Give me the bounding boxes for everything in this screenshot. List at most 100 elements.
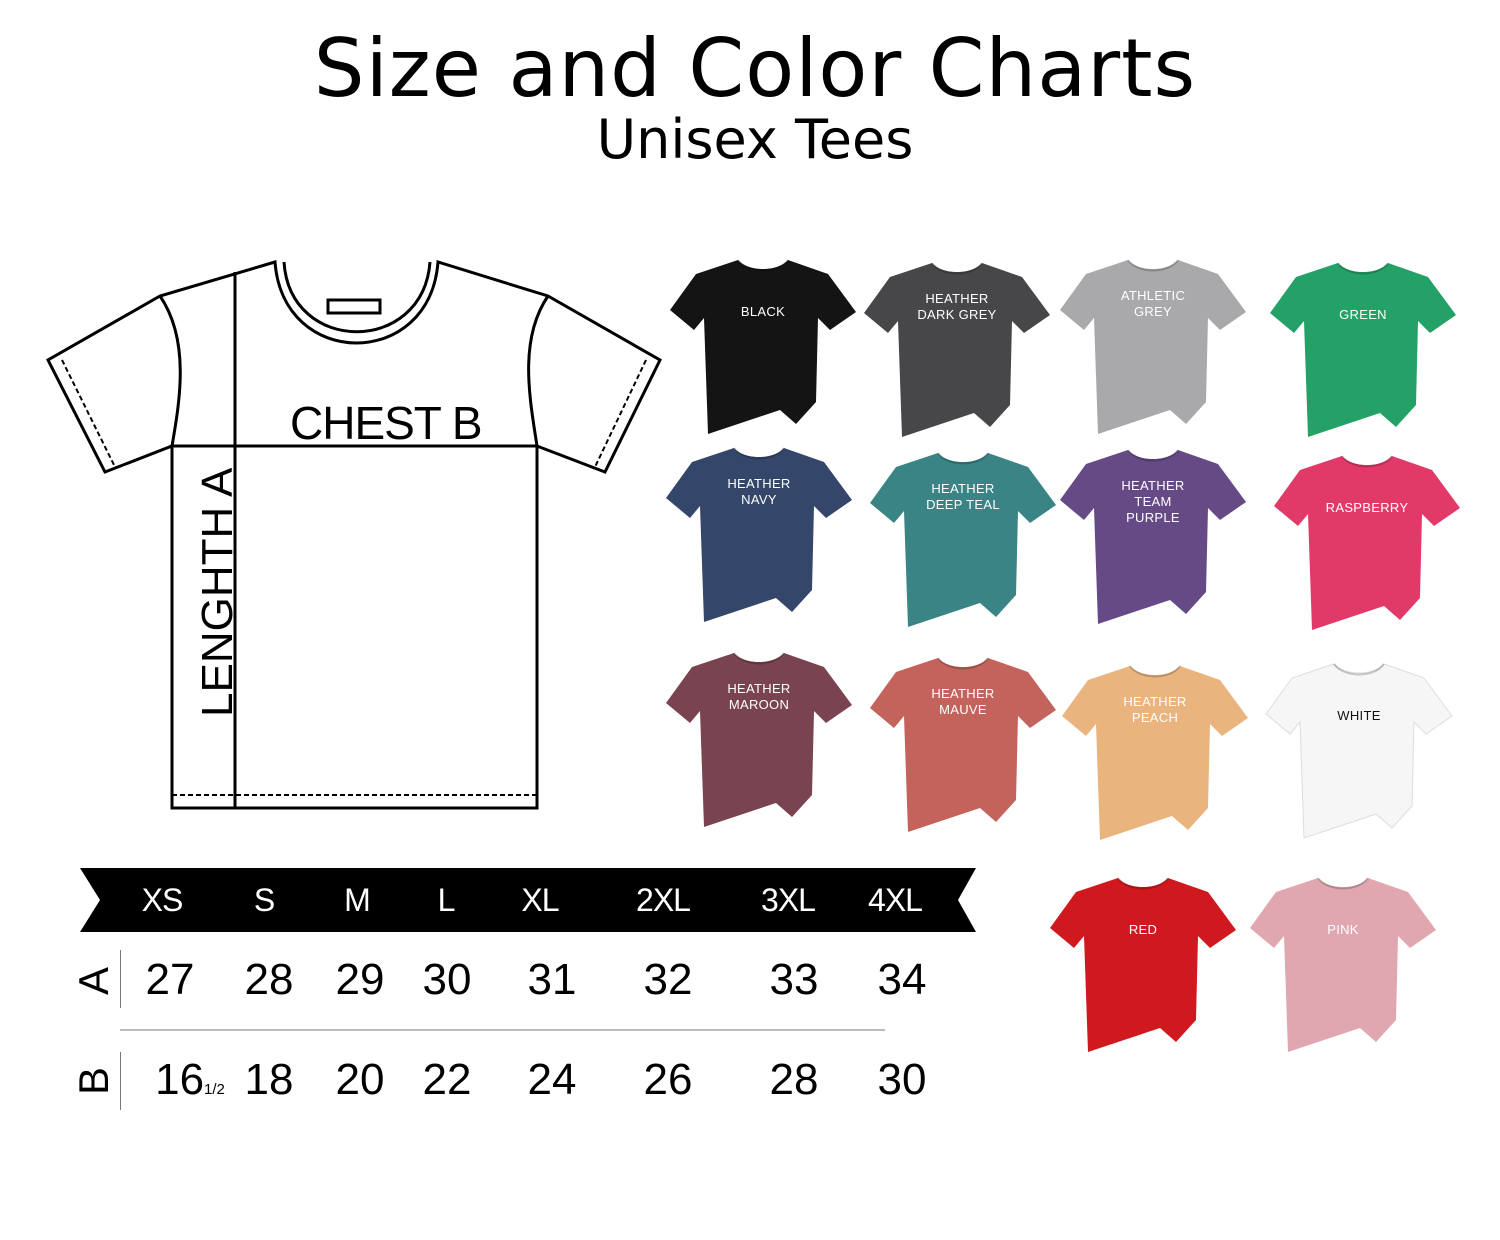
color-swatch-black: BLACK [668,252,858,442]
measurement-value: 33 [770,955,819,1005]
measurement-number: 32 [643,955,693,1004]
color-name-line: NAVY [741,492,777,507]
size-header-m: M [344,882,371,918]
measurement-number: 30 [877,1055,927,1104]
measurement-value: 161/2 [155,1055,225,1105]
color-swatch-white: WHITE [1264,656,1454,846]
color-name: ATHLETIC GREY [1058,288,1248,320]
tshirt-icon [1060,259,1246,434]
color-swatch-athletic-grey: ATHLETIC GREY [1058,252,1248,442]
color-name-line: HEATHER [931,686,995,701]
color-name-line: HEATHER [925,291,989,306]
measurement-number: 31 [527,955,577,1004]
chest-label: CHEST B [290,397,483,449]
size-header-s: S [253,882,275,918]
row-divider [120,1029,885,1031]
tshirt-icon [1062,665,1248,840]
color-swatch-red: RED [1048,870,1238,1060]
color-swatch-raspberry: RASPBERRY [1272,448,1462,638]
size-header-4xl: 4XL [868,882,923,918]
tshirt-icon [666,447,852,622]
measurement-value: 30 [423,955,472,1005]
color-name-line: ATHLETIC [1120,288,1186,303]
tshirt-icon [1250,877,1436,1052]
tshirt-icon [1050,877,1236,1052]
color-name: HEATHER DARK GREY [862,291,1052,323]
color-name: HEATHER MAUVE [868,686,1058,718]
color-swatch-heather-dark-grey: HEATHER DARK GREY [862,255,1052,445]
color-name-line: HEATHER [1121,478,1185,493]
color-name-line: HEATHER [1123,694,1187,709]
color-name: PINK [1248,922,1438,938]
measurement-fraction: 1/2 [204,1081,225,1098]
measurement-number: 34 [877,955,927,1004]
tshirt-measurement-diagram [46,260,662,810]
row-b-divider [120,1052,121,1110]
color-name: BLACK [668,304,858,320]
measurement-number: 28 [769,1055,819,1104]
size-header-l: L [437,882,456,918]
measurement-number: 20 [335,1055,385,1104]
color-swatch-pink: PINK [1248,870,1438,1060]
row-a-divider [120,950,121,1008]
measurement-value: 30 [878,1055,927,1105]
color-swatch-heather-deep-teal: HEATHER DEEP TEAL [868,445,1058,635]
color-swatch-heather-team-purple: HEATHER TEAM PURPLE [1058,442,1248,632]
color-swatch-heather-navy: HEATHER NAVY [664,440,854,630]
color-name-line: PINK [1327,922,1359,937]
color-name: HEATHER TEAM PURPLE [1058,478,1248,526]
color-name-line: RED [1128,922,1158,937]
page-subtitle: Unisex Tees [596,108,914,171]
size-header-xs: XS [141,882,184,918]
color-name-line: GREY [1133,304,1173,319]
measurement-number: 22 [422,1055,472,1104]
size-header-xl: XL [521,882,559,918]
tshirt-icon [870,657,1056,832]
tshirt-icon [670,259,856,434]
color-swatch-heather-maroon: HEATHER MAROON [664,645,854,835]
color-name: RASPBERRY [1272,500,1462,516]
measurement-value: 28 [245,955,294,1005]
tshirt-icon [1274,455,1460,630]
measurement-value: 20 [336,1055,385,1105]
color-name-line: WHITE [1337,708,1381,723]
color-name-line: DARK GREY [917,307,997,322]
measurement-number: 29 [335,955,385,1004]
tshirt-icon [666,652,852,827]
measurement-value: 28 [770,1055,819,1105]
measurement-value: 32 [644,955,693,1005]
color-name-line: MAUVE [939,702,987,717]
color-swatch-heather-peach: HEATHER PEACH [1060,658,1250,848]
color-name-line: HEATHER [931,481,995,496]
measurement-number: 16 [155,1055,205,1104]
measurement-value: 29 [336,955,385,1005]
tshirt-icon [1265,663,1453,839]
tshirt-icon [1270,262,1456,437]
color-name-line: PEACH [1131,710,1179,725]
measurement-number: 30 [422,955,472,1004]
color-name-line: HEATHER [727,476,791,491]
size-header-banner [80,868,976,932]
measurement-number: 27 [145,955,195,1004]
measurement-value: 34 [878,955,927,1005]
color-name-line: BLACK [740,304,786,319]
color-name-line: DEEP TEAL [926,497,1000,512]
measurement-number: 33 [769,955,819,1004]
color-name-line: HEATHER [727,681,791,696]
color-name: WHITE [1264,708,1454,724]
measurement-number: 26 [643,1055,693,1104]
color-name-line: MAROON [728,697,790,712]
size-header-3xl: 3XL [761,882,816,918]
size-header-2xl: 2XL [636,882,691,918]
measurement-number: 18 [244,1055,294,1104]
color-name: HEATHER DEEP TEAL [868,481,1058,513]
measurement-value: 22 [423,1055,472,1105]
measurement-value: 24 [528,1055,577,1105]
color-name-line: TEAM [1134,494,1172,509]
color-name: RED [1048,922,1238,938]
measurement-value: 27 [146,955,195,1005]
tshirt-icon [870,452,1056,627]
length-label: LENGHTH A [193,467,242,717]
row-label-b: B [70,1066,118,1096]
color-swatch-green: GREEN [1268,255,1458,445]
